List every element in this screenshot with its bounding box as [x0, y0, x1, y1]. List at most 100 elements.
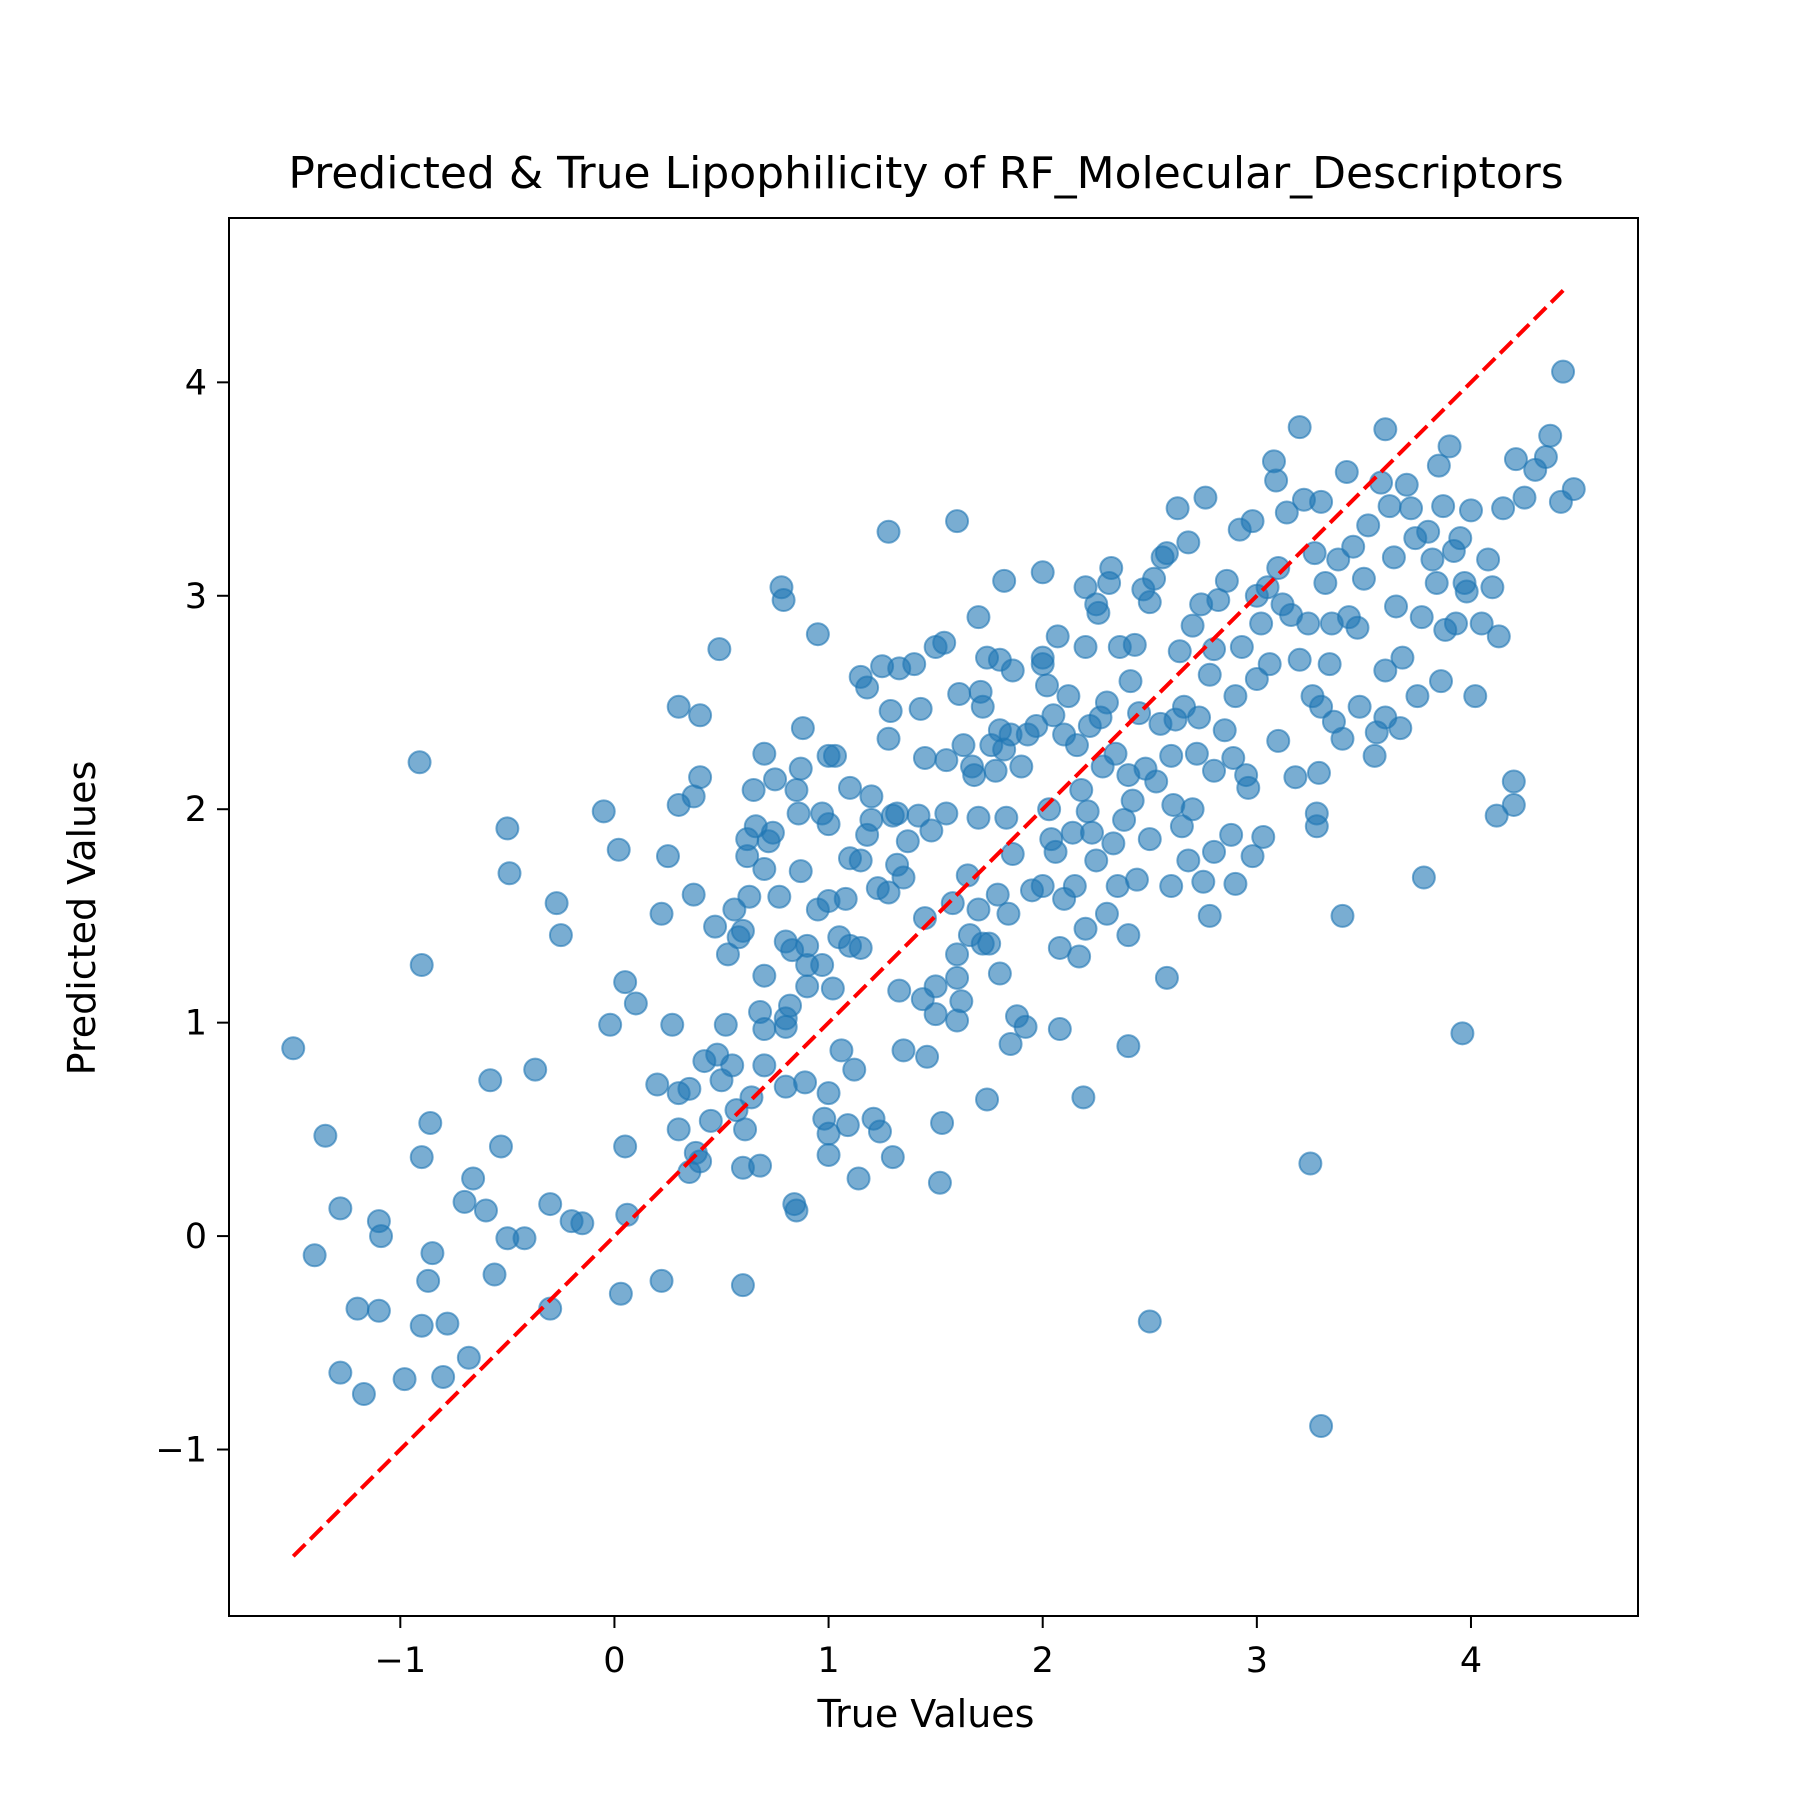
data-point — [420, 1241, 445, 1266]
data-point — [1491, 496, 1516, 521]
data-point — [1043, 839, 1068, 864]
data-point — [788, 756, 813, 781]
data-point — [1484, 803, 1509, 828]
data-point — [1274, 500, 1299, 525]
data-point — [1167, 639, 1192, 664]
data-point — [1240, 844, 1265, 869]
data-point — [1142, 566, 1167, 591]
data-point — [473, 1198, 498, 1223]
data-point — [1161, 792, 1186, 817]
data-point — [1476, 547, 1501, 572]
data-point — [730, 918, 755, 943]
data-point — [645, 1072, 670, 1097]
data-point — [1373, 658, 1398, 683]
data-point — [1448, 526, 1473, 551]
data-point — [985, 882, 1010, 907]
data-point — [1180, 797, 1205, 822]
data-point — [1193, 485, 1218, 510]
data-point — [1306, 760, 1331, 785]
data-point — [452, 1189, 477, 1214]
data-point — [608, 1281, 633, 1306]
data-point — [919, 818, 944, 843]
data-point — [688, 765, 713, 790]
data-point — [1184, 741, 1209, 766]
data-point — [1221, 745, 1246, 770]
data-point — [951, 733, 976, 758]
data-point — [816, 812, 841, 837]
data-point — [345, 1296, 370, 1321]
data-point — [1249, 611, 1274, 636]
data-point — [788, 859, 813, 884]
data-point — [1416, 519, 1441, 544]
data-point — [816, 1142, 841, 1167]
data-point — [1137, 1309, 1162, 1334]
data-point — [912, 745, 937, 770]
data-point — [998, 1031, 1023, 1056]
data-point — [1405, 684, 1430, 709]
data-point — [1296, 611, 1321, 636]
data-point — [793, 1070, 818, 1095]
data-point — [1420, 547, 1445, 572]
data-point — [478, 1068, 503, 1093]
data-point — [833, 886, 858, 911]
y-axis-label: Predicted Values — [60, 761, 104, 1076]
data-point — [1223, 684, 1248, 709]
data-point — [1202, 637, 1227, 662]
data-point — [1369, 470, 1394, 495]
data-point — [1229, 635, 1254, 660]
data-point — [1219, 822, 1244, 847]
data-point — [544, 891, 569, 916]
data-point — [773, 1014, 798, 1039]
data-point — [1197, 903, 1222, 928]
data-point — [1071, 1085, 1096, 1110]
data-point — [1079, 820, 1104, 845]
data-point — [970, 694, 995, 719]
data-point — [835, 1113, 860, 1138]
data-point — [1180, 613, 1205, 638]
y-tick-label: 0 — [185, 1217, 207, 1257]
data-point — [681, 882, 706, 907]
data-point — [1169, 814, 1194, 839]
data-point — [1399, 496, 1424, 521]
data-point — [698, 1108, 723, 1133]
data-point — [816, 1081, 841, 1106]
data-point — [927, 1170, 952, 1195]
data-point — [1073, 916, 1098, 941]
data-point — [416, 1268, 441, 1293]
data-point — [313, 1123, 338, 1148]
data-point — [996, 901, 1021, 926]
data-point — [966, 805, 991, 830]
data-point — [1503, 447, 1528, 472]
data-point — [837, 775, 862, 800]
data-point — [715, 942, 740, 967]
data-point — [1469, 611, 1494, 636]
data-point — [409, 953, 434, 978]
data-point — [1334, 459, 1359, 484]
data-point — [880, 1145, 905, 1170]
data-point — [649, 1268, 674, 1293]
data-point — [1551, 359, 1576, 384]
data-point — [908, 696, 933, 721]
data-point — [784, 1198, 809, 1223]
data-point — [786, 801, 811, 826]
data-point — [1304, 814, 1329, 839]
data-point — [1287, 647, 1312, 672]
data-point — [1266, 728, 1291, 753]
data-point — [538, 1192, 563, 1217]
data-point — [1000, 658, 1025, 683]
data-point — [752, 741, 777, 766]
data-point — [867, 1119, 892, 1144]
data-point — [767, 884, 792, 909]
data-point — [790, 716, 815, 741]
x-tick-label: 4 — [1460, 1641, 1482, 1681]
data-point — [949, 989, 974, 1014]
y-axis: −1 0 1 2 3 4 — [155, 363, 229, 1471]
data-point — [418, 1110, 443, 1135]
data-point — [752, 856, 777, 881]
data-point — [1302, 541, 1327, 566]
data-point — [328, 1196, 353, 1221]
data-point — [1047, 1017, 1072, 1042]
reference-line-layer — [291, 284, 1569, 1558]
data-point — [1073, 575, 1098, 600]
data-point — [945, 965, 970, 990]
